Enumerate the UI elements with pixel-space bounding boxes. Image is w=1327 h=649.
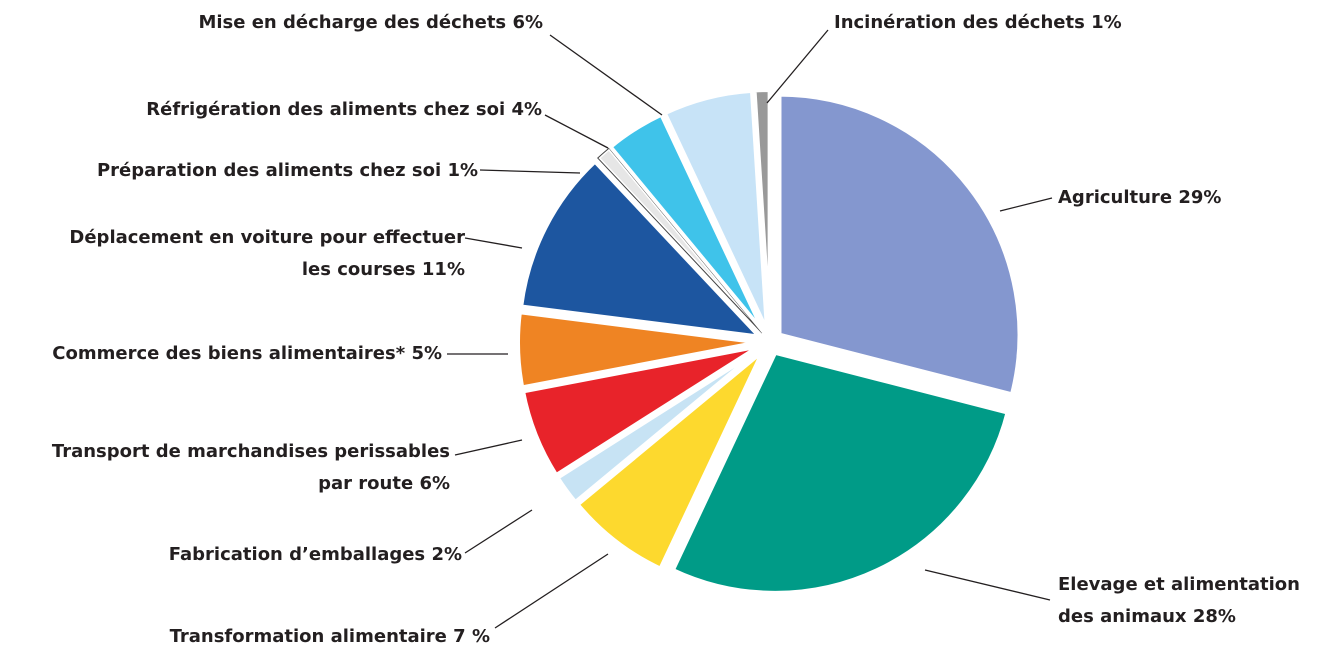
slice-label: Transport de marchandises perissables pa… xyxy=(52,436,450,500)
category-label: Déplacement en voiture pour effectuer le… xyxy=(69,227,465,280)
value-label: 5% xyxy=(411,343,442,364)
leader-line xyxy=(999,197,1053,212)
category-label: Incinération des déchets xyxy=(834,12,1085,33)
pie-slice xyxy=(518,158,765,340)
leader-line xyxy=(464,509,533,554)
pie-slice xyxy=(574,349,765,572)
leader-line xyxy=(454,439,523,456)
value-label: 4% xyxy=(511,99,542,120)
leader-line xyxy=(766,29,829,104)
value-label: 2% xyxy=(431,544,462,565)
value-label: 28% xyxy=(1192,606,1236,627)
pie-slice xyxy=(752,88,772,331)
category-label: Préparation des aliments chez soi xyxy=(96,160,442,181)
slice-label: Déplacement en voiture pour effectuer le… xyxy=(69,222,465,286)
leader-line xyxy=(924,569,1051,601)
slice-label: Commerce des biens alimentaires* 5% xyxy=(52,338,442,370)
leader-line xyxy=(464,237,523,249)
category-label: Commerce des biens alimentaires* xyxy=(52,343,406,364)
value-label: 1% xyxy=(447,160,478,181)
category-label: Fabrication d’emballages xyxy=(168,544,426,565)
slice-label: Agriculture 29% xyxy=(1058,182,1221,214)
pie-slice xyxy=(777,92,1022,397)
pie-slice xyxy=(670,350,1011,595)
leader-line xyxy=(494,553,609,629)
pie-slice xyxy=(554,347,762,505)
slice-label: Mise en décharge des déchets 6% xyxy=(198,7,543,39)
category-label: Réfrigération des aliments chez soi xyxy=(146,99,506,120)
value-label: 29% xyxy=(1178,187,1222,208)
pie-slice xyxy=(520,344,760,478)
pie-slice xyxy=(516,310,759,390)
category-label: Elevage et alimentation des animaux xyxy=(1058,574,1300,627)
slice-label: Elevage et alimentation des animaux 28% xyxy=(1058,569,1300,633)
value-label: 7 % xyxy=(453,626,490,647)
category-label: Mise en décharge des déchets xyxy=(198,12,507,33)
leader-line xyxy=(544,114,609,149)
leader-line xyxy=(549,34,663,116)
leader-line xyxy=(479,169,581,174)
category-label: Transport de marchandises perissables pa… xyxy=(51,441,450,494)
slice-label: Fabrication d’emballages 2% xyxy=(169,539,462,571)
slice-label: Réfrigération des aliments chez soi 4% xyxy=(146,94,542,126)
category-label: Transformation alimentaire xyxy=(169,626,447,647)
slice-label: Incinération des déchets 1% xyxy=(834,7,1122,39)
pie-slice xyxy=(662,88,770,332)
value-label: 1% xyxy=(1091,12,1122,33)
value-label: 6% xyxy=(419,473,450,494)
category-label: Agriculture xyxy=(1058,187,1173,208)
slice-label: Préparation des aliments chez soi 1% xyxy=(97,155,478,187)
slice-label: Transformation alimentaire 7 % xyxy=(170,621,490,649)
value-label: 6% xyxy=(512,12,543,33)
value-label: 11% xyxy=(421,259,465,280)
